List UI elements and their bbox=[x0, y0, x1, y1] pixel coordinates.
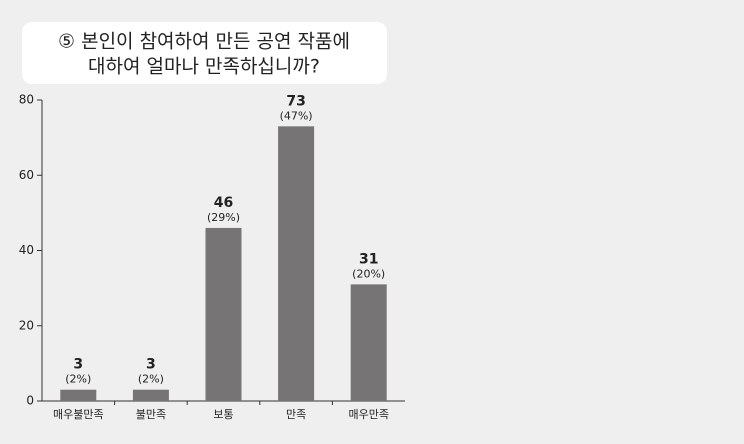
value-label: 73 bbox=[286, 93, 305, 109]
x-tick-label: 매우만족 bbox=[348, 408, 388, 421]
bar bbox=[132, 389, 169, 401]
percent-label: (20%) bbox=[352, 267, 385, 280]
bar bbox=[60, 389, 97, 401]
y-tick-label: 60 bbox=[19, 168, 34, 182]
y-tick-label: 80 bbox=[19, 93, 34, 107]
x-tick-label: 보통 bbox=[213, 408, 233, 421]
percent-label: (47%) bbox=[280, 109, 313, 122]
x-tick-label: 불만족 bbox=[136, 408, 166, 421]
x-tick-label: 매우불만족 bbox=[53, 408, 104, 421]
value-label: 3 bbox=[146, 357, 156, 373]
bar bbox=[350, 284, 387, 401]
percent-label: (2%) bbox=[138, 373, 164, 386]
y-tick-label: 20 bbox=[19, 318, 34, 332]
value-label: 31 bbox=[359, 251, 378, 267]
y-tick-label: 0 bbox=[26, 394, 34, 408]
chart-title: ⑤ 본인이 참여하여 만든 공연 작품에 bbox=[58, 31, 350, 53]
percent-label: (2%) bbox=[65, 373, 91, 386]
bar bbox=[205, 227, 242, 401]
percent-label: (29%) bbox=[207, 211, 240, 224]
title-box bbox=[22, 22, 387, 84]
x-tick-label: 만족 bbox=[286, 408, 306, 421]
chart-title: 대하여 얼마나 만족하십니까? bbox=[88, 56, 320, 78]
value-label: 46 bbox=[214, 195, 233, 211]
value-label: 3 bbox=[73, 357, 83, 373]
y-tick-label: 40 bbox=[19, 243, 34, 257]
bar bbox=[278, 126, 315, 402]
